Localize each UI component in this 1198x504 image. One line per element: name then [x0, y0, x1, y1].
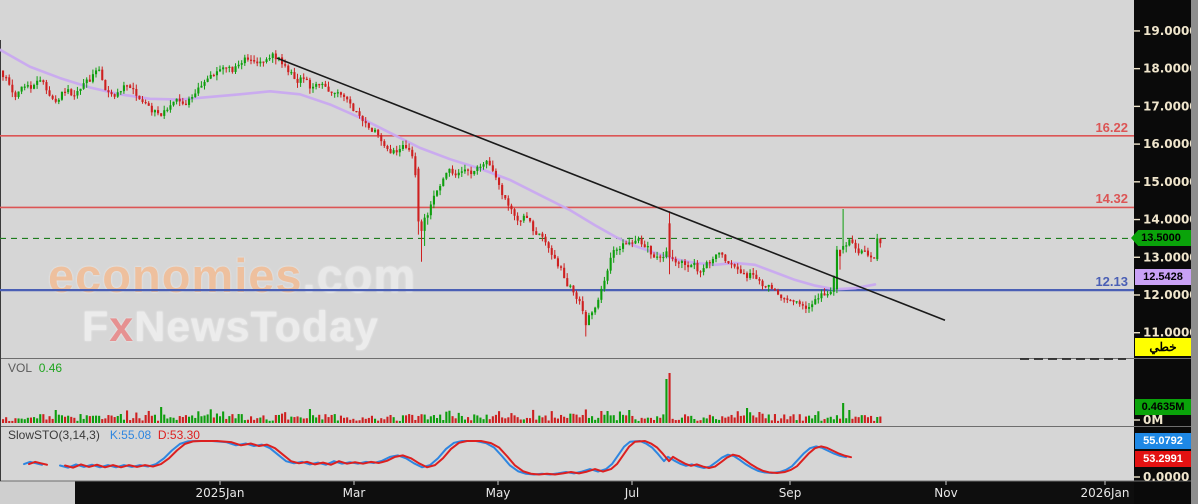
price-tick-label: 13.0000 [1143, 250, 1198, 264]
vertical-scrollbar[interactable] [1191, 0, 1198, 504]
resistance-label-1622: 16.22 [1095, 120, 1128, 135]
resistance-label-1432: 14.32 [1095, 191, 1128, 206]
stochastic-label: SlowSTO(3,14,3) [8, 428, 100, 442]
price-axis-background[interactable] [1134, 0, 1191, 504]
time-axis-label: 2026Jan [1080, 486, 1129, 500]
volume-zero-label: 0M [1143, 413, 1163, 427]
moving-average-line [0, 48, 877, 291]
volume-value: 0.46 [38, 361, 63, 375]
stochastic-header: SlowSTO(3,14,3) K:55.08 D:53.30 [8, 428, 200, 442]
watermark-economies: economies [48, 249, 303, 302]
time-axis-label: Sep [779, 486, 802, 500]
price-tick-label: 12.0000 [1143, 288, 1198, 302]
time-axis-label: Nov [934, 486, 957, 500]
bottom-left-corner [0, 481, 75, 504]
time-axis-background[interactable] [75, 481, 1134, 504]
volume-label: VOL [8, 361, 33, 375]
stochastic-d-line [64, 440, 852, 476]
price-tick-label: 18.0000 [1143, 62, 1198, 76]
watermark: economies.com FxNewsToday [48, 248, 416, 352]
candlestick-series [2, 50, 882, 337]
watermark-line2: FxNewsToday [82, 303, 379, 351]
time-axis-label: 2025Jan [195, 486, 244, 500]
watermark-line1: economies.com [48, 248, 416, 303]
stochastic-k-badge: 55.0792 [1135, 433, 1191, 449]
ma-value-badge: 12.5428 [1135, 269, 1191, 285]
stochastic-d-line-start [28, 460, 48, 466]
stochastic-zero-label: 0.0000 [1143, 470, 1189, 484]
last-price-badge: 13.5000 [1131, 230, 1191, 246]
stochastic-d-badge: 53.2991 [1135, 451, 1191, 467]
volume-header: VOL 0.46 [8, 361, 62, 375]
volume-value-badge: 0.4635M [1135, 399, 1191, 415]
watermark-dotcom: .com [302, 249, 417, 302]
support-label-1213: 12.13 [1095, 274, 1128, 289]
time-axis-label: Mar [343, 486, 366, 500]
stochastic-d-value: D:53.30 [157, 428, 200, 442]
time-axis-label: Jul [624, 486, 639, 500]
price-tick-label: 17.0000 [1143, 99, 1198, 113]
price-tick-label: 16.0000 [1143, 137, 1198, 151]
descending-trendline [276, 57, 946, 322]
stochastic-k-value: K:55.08 [109, 428, 152, 442]
price-tick-label: 15.0000 [1143, 175, 1198, 189]
chart-style-badge: خطي [1135, 338, 1191, 356]
price-tick-label: 11.0000 [1143, 326, 1198, 340]
price-tick-label: 14.0000 [1143, 213, 1198, 227]
volume-series [2, 373, 882, 423]
time-axis-label: May [486, 486, 511, 500]
price-tick-label: 19.0000 [1143, 24, 1198, 38]
